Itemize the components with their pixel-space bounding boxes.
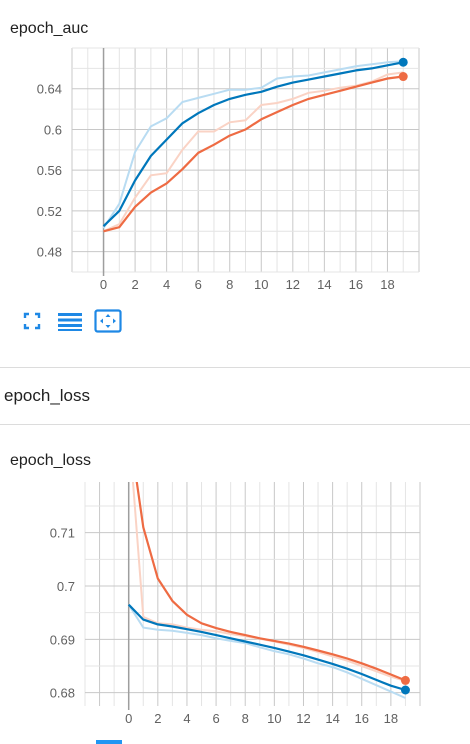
y-tick-label: 0.71 [50, 526, 75, 541]
y-tick-label: 0.69 [50, 632, 75, 647]
toolbar-button-partial[interactable] [96, 740, 122, 744]
x-tick-label: 6 [195, 277, 202, 292]
x-tick-label: 4 [163, 277, 170, 292]
y-tick-label: 0.68 [50, 686, 75, 701]
auc-chart-title: epoch_auc [10, 20, 89, 37]
x-tick-label: 2 [131, 277, 138, 292]
series-0-line [102, 61, 404, 227]
y-tick-label: 0.7 [57, 579, 75, 594]
x-tick-label: 18 [384, 711, 398, 726]
grid [84, 482, 421, 706]
x-tick-label: 16 [355, 711, 369, 726]
series-0-end-point[interactable] [398, 57, 408, 67]
loss-chart-title: epoch_loss [10, 452, 91, 469]
grid [71, 47, 420, 273]
fit-domain-icon [94, 309, 122, 333]
x-tick-label: 12 [296, 711, 310, 726]
x-tick-label: 2 [154, 711, 161, 726]
fullscreen-icon [23, 312, 41, 330]
auc-chart[interactable]: 0.48 0.52 0.56 0.6 0.64 0 2 4 6 8 10 12 14 16 18 [0, 0, 470, 300]
y-tick-label: 0.52 [37, 204, 62, 219]
y-tick-label: 0.64 [37, 82, 62, 97]
x-tick-label: 8 [242, 711, 249, 726]
series-0-end-point[interactable] [400, 685, 410, 695]
divider [0, 424, 470, 425]
list-icon [58, 313, 82, 331]
series-1-end-point[interactable] [398, 72, 408, 82]
y-tick-label: 0.6 [44, 122, 62, 137]
y-tick-label: 0.48 [37, 245, 62, 260]
series-1-raw-line [131, 482, 406, 682]
series-0-line [127, 603, 406, 692]
x-tick-label: 14 [317, 277, 331, 292]
series-1-line [135, 482, 406, 682]
chart-toolbar [18, 308, 132, 334]
x-tick-label: 14 [325, 711, 339, 726]
x-tick-label: 0 [125, 711, 132, 726]
loss-chart[interactable]: 0.68 0.69 0.7 0.71 0 2 4 6 8 10 12 14 16 18 [0, 480, 470, 744]
series-1-line [103, 75, 404, 233]
legend-toggle-button[interactable] [56, 308, 84, 334]
x-tick-label: 12 [286, 277, 300, 292]
x-tick-label: 8 [226, 277, 233, 292]
x-tick-label: 16 [349, 277, 363, 292]
series-1-end-point[interactable] [400, 675, 410, 685]
x-tick-label: 10 [267, 711, 281, 726]
y-tick-label: 0.56 [37, 163, 62, 178]
x-tick-label: 6 [212, 711, 219, 726]
loss-section-title[interactable]: epoch_loss [4, 386, 91, 405]
fit-domain-button[interactable] [94, 308, 122, 334]
series-0-raw-line [127, 604, 406, 699]
x-tick-label: 4 [183, 711, 190, 726]
divider [0, 367, 470, 368]
x-tick-label: 0 [100, 277, 107, 292]
x-tick-label: 10 [254, 277, 268, 292]
series-1-raw-line [103, 71, 404, 233]
x-tick-label: 18 [380, 277, 394, 292]
series-0-raw-line [102, 60, 404, 229]
fullscreen-button[interactable] [18, 308, 46, 334]
